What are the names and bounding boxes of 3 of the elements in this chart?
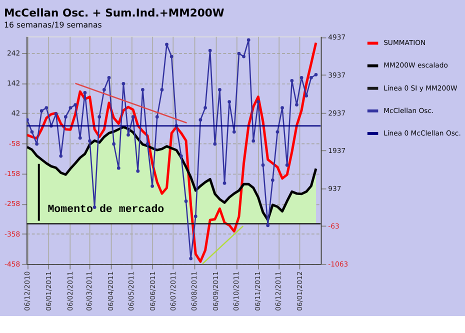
annotation: Momento de mercado: [48, 204, 164, 216]
chart-title: McCellan Osc. + Sum.Ind.+MM200W: [4, 6, 224, 20]
chart-subtitle: 16 semanas/19 semanas: [4, 20, 102, 30]
